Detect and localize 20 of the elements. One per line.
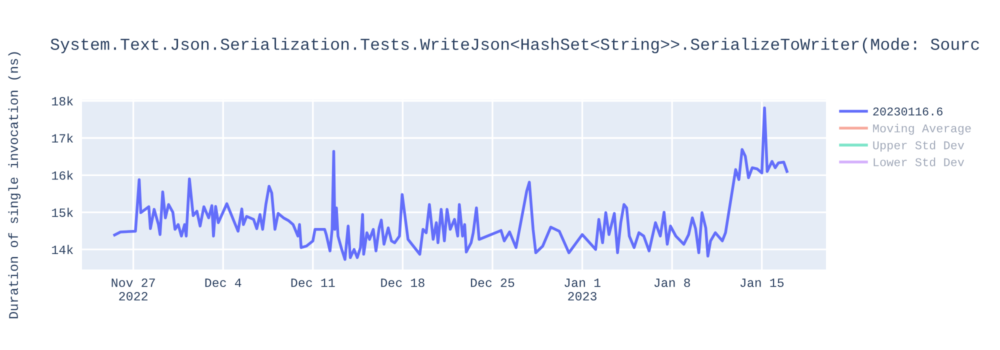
y-tick-label: 14k xyxy=(52,244,74,254)
line-series xyxy=(113,106,788,261)
legend-label: Lower Std Dev xyxy=(874,158,964,166)
x-tick-label: Jan 1 2023 xyxy=(564,278,600,300)
x-tick-label: Jan 15 xyxy=(740,278,784,288)
y-tick-label: 16k xyxy=(52,170,74,180)
y-axis-title: Duration of single invocation (ns) xyxy=(8,52,21,318)
x-tick-label: Nov 27 2022 xyxy=(112,278,155,300)
x-tick-label: Dec 18 xyxy=(381,278,424,288)
x-tick-label: Dec 25 xyxy=(470,278,514,288)
legend-label: Upper Std Dev xyxy=(873,140,964,152)
y-tick-label: 15k xyxy=(52,208,74,217)
legend-label: 20230116.6 xyxy=(873,107,942,116)
x-tick-label: Jan 8 xyxy=(654,278,690,288)
y-tick-label: 17k xyxy=(52,133,74,143)
legend-label: Moving Average xyxy=(873,124,971,135)
x-tick-label: Dec 4 xyxy=(205,278,242,288)
x-tick-label: Dec 11 xyxy=(291,278,335,288)
y-tick-label: 18k xyxy=(52,96,74,106)
chart-title: System.Text.Json.Serialization.Tests.WriteJson<HashSet<String>>.SerializeToWriter(Mode: Sourc xyxy=(50,38,979,54)
